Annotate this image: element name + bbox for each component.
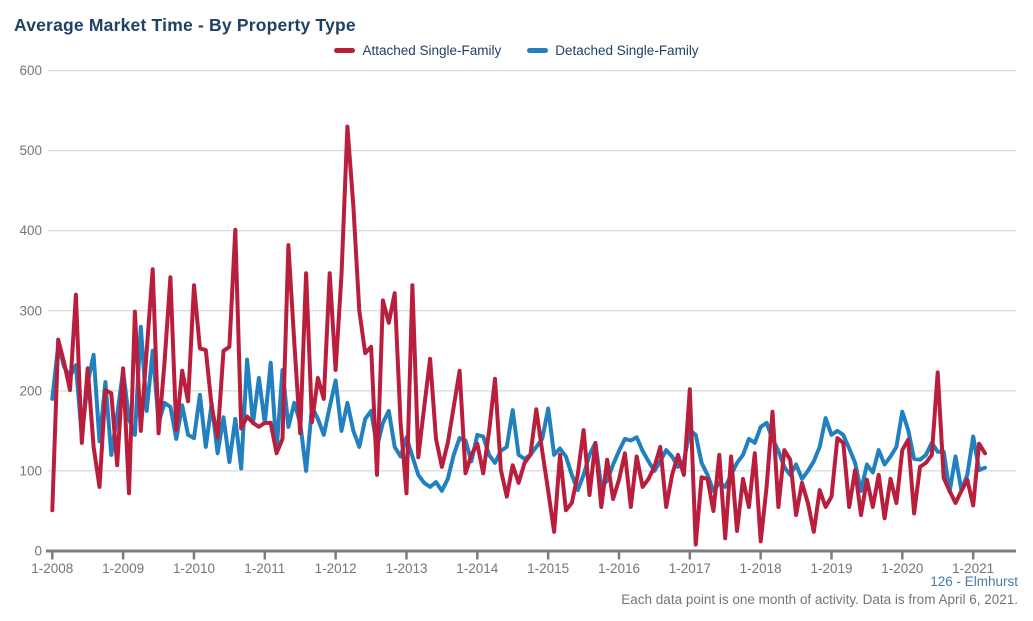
x-axis-label: 1-2009: [102, 561, 144, 576]
x-axis-label: 1-2010: [173, 561, 215, 576]
attached-series-swatch-icon: [334, 48, 356, 53]
series-line-detached-single-family: [50, 324, 987, 494]
y-axis-label: 400: [19, 223, 42, 238]
x-axis-label: 1-2017: [669, 561, 711, 576]
detached-series-swatch-icon: [527, 48, 549, 53]
legend-label-attached: Attached Single-Family: [362, 43, 502, 58]
x-axis-label: 1-2014: [456, 561, 499, 576]
x-axis-label: 1-2021: [952, 561, 994, 576]
x-axis-label: 1-2018: [740, 561, 782, 576]
x-axis-label: 1-2013: [385, 561, 427, 576]
page-title: Average Market Time - By Property Type: [14, 15, 356, 35]
y-axis-label: 500: [19, 143, 42, 158]
area-link[interactable]: 126 - Elmhurst: [930, 574, 1018, 589]
y-axis-label: 200: [19, 383, 42, 398]
legend-item-detached: Detached Single-Family: [527, 43, 699, 58]
x-axis-label: 1-2016: [598, 561, 640, 576]
x-axis-label: 1-2020: [881, 561, 923, 576]
x-axis-label: 1-2019: [810, 561, 852, 576]
x-axis-label: 1-2011: [244, 561, 285, 576]
legend-item-attached: Attached Single-Family: [334, 43, 501, 58]
y-axis-label: 0: [34, 544, 42, 559]
x-axis-label: 1-2008: [31, 561, 73, 576]
x-axis-label: 1-2015: [527, 561, 569, 576]
y-axis-label: 600: [19, 63, 42, 78]
y-axis-label: 100: [19, 463, 42, 478]
y-axis-label: 300: [19, 303, 42, 318]
x-axis-label: 1-2012: [315, 561, 357, 576]
series-line-attached-single-family: [50, 124, 987, 547]
chart-legend: Attached Single-Family Detached Single-F…: [0, 43, 1033, 58]
data-source-note: Each data point is one month of activity…: [621, 592, 1018, 607]
legend-label-detached: Detached Single-Family: [555, 43, 699, 58]
